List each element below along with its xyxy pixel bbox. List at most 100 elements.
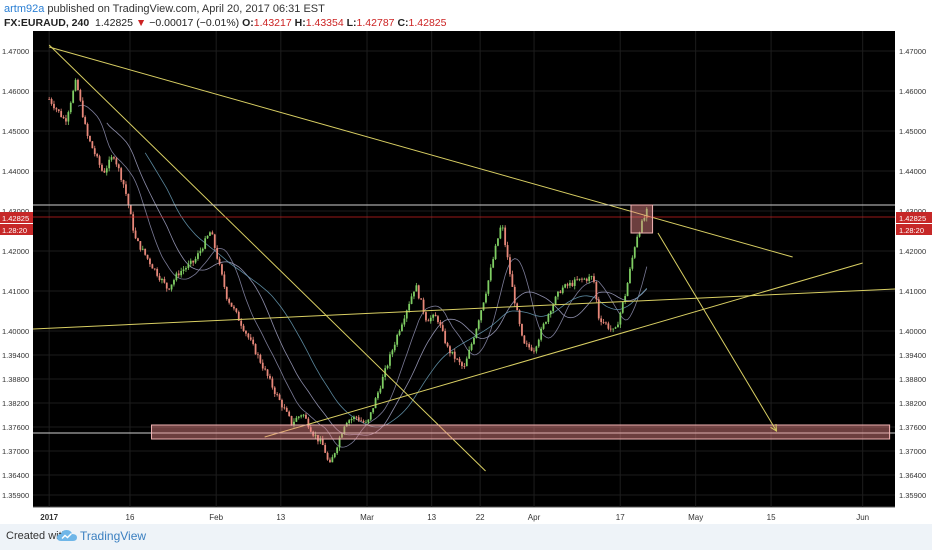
candle-body bbox=[463, 366, 466, 367]
candle-body bbox=[307, 418, 310, 428]
candle-body bbox=[602, 322, 605, 323]
down-arrow-icon: ▼ bbox=[135, 17, 147, 29]
price-tick-right: 1.47000 bbox=[899, 47, 926, 56]
candle-body bbox=[573, 279, 576, 286]
candle-body bbox=[86, 123, 89, 136]
candle-body bbox=[549, 311, 552, 315]
candle-body bbox=[504, 227, 507, 246]
candle-body bbox=[401, 324, 403, 332]
price-tick-right: 1.36400 bbox=[899, 471, 926, 480]
price-tick-right: 1.45000 bbox=[899, 127, 926, 136]
time-tick-label: 22 bbox=[476, 513, 485, 522]
candle-body bbox=[597, 299, 600, 319]
candle-body bbox=[192, 260, 195, 263]
candle-body bbox=[530, 347, 533, 351]
candle-body bbox=[230, 302, 233, 307]
forecast-arrow-line bbox=[657, 232, 777, 432]
candle-body bbox=[199, 250, 202, 254]
candle-body bbox=[314, 435, 317, 436]
candle-body bbox=[470, 343, 473, 350]
candle-body bbox=[120, 168, 123, 180]
candle-body bbox=[437, 316, 439, 323]
candle-body bbox=[240, 320, 243, 326]
candle-body bbox=[432, 314, 435, 318]
candle-body bbox=[571, 282, 574, 286]
candle-body bbox=[331, 457, 334, 463]
candle-body bbox=[132, 214, 135, 231]
drawing-tools[interactable] bbox=[32, 44, 896, 472]
candle-body bbox=[117, 164, 120, 169]
candle-body bbox=[633, 247, 636, 258]
candle-body bbox=[161, 278, 163, 281]
candle-body bbox=[513, 286, 516, 304]
price-tick-left: 1.45000 bbox=[2, 127, 29, 136]
candle-body bbox=[185, 267, 187, 270]
candle-body bbox=[245, 330, 247, 334]
price-tick-right: 1.37000 bbox=[899, 447, 926, 456]
candle-body bbox=[271, 378, 274, 388]
candle-body bbox=[149, 258, 151, 265]
candle-body bbox=[600, 318, 603, 323]
candle-body bbox=[434, 314, 437, 317]
published-text: published on TradingView.com, April 20, … bbox=[47, 3, 325, 15]
candle-body bbox=[525, 343, 528, 345]
candle-body bbox=[247, 333, 250, 338]
candle-body bbox=[451, 351, 454, 354]
plot-background bbox=[33, 31, 895, 507]
candle-body bbox=[487, 280, 490, 294]
candle-body bbox=[357, 417, 360, 421]
candle-body bbox=[391, 350, 394, 355]
price-tick-right: 1.46000 bbox=[899, 87, 926, 96]
author-name[interactable]: artm92a bbox=[4, 3, 45, 15]
candle-body bbox=[511, 274, 514, 287]
candle-body bbox=[146, 254, 149, 259]
candle-body bbox=[269, 375, 271, 379]
footer-bar: Created with TradingView bbox=[0, 524, 932, 550]
candle-body bbox=[249, 337, 252, 340]
candle-body bbox=[482, 302, 485, 311]
candle-body bbox=[441, 325, 444, 331]
candle-body bbox=[223, 274, 226, 287]
candle-body bbox=[281, 399, 283, 408]
candle-body bbox=[53, 103, 55, 109]
price-badge-right bbox=[896, 224, 932, 235]
tradingview-cloud-icon bbox=[57, 530, 77, 541]
price-chart[interactable]: 1.47000 1.47000 1.46000 1.46000 1.45000 1.450… bbox=[0, 31, 932, 524]
time-tick-label: 2017 bbox=[40, 513, 58, 522]
price-tick-left: 1.37000 bbox=[2, 447, 29, 456]
close-label: C: bbox=[397, 17, 409, 29]
moving-average-medium bbox=[106, 122, 648, 436]
candle-body bbox=[396, 334, 399, 345]
price-tick-left: 1.38800 bbox=[2, 375, 29, 384]
candle-body bbox=[473, 337, 475, 344]
trendline bbox=[49, 46, 793, 258]
candle-body bbox=[165, 282, 168, 289]
candle-body bbox=[257, 354, 259, 356]
price-badge-right bbox=[896, 212, 932, 223]
candle-body bbox=[389, 354, 391, 366]
candle-body bbox=[77, 79, 79, 91]
candle-body bbox=[206, 235, 209, 239]
candle-body bbox=[353, 416, 355, 419]
candle-body bbox=[113, 157, 115, 159]
candle-body bbox=[612, 328, 615, 330]
candle-body bbox=[480, 310, 483, 321]
low-value: 1.42787 bbox=[356, 17, 395, 29]
candle-body bbox=[557, 291, 559, 297]
candle-body bbox=[103, 170, 106, 173]
low-label: L: bbox=[346, 17, 357, 29]
time-tick-label: 13 bbox=[276, 513, 285, 522]
candle-body bbox=[542, 323, 545, 329]
candle-body bbox=[144, 248, 147, 255]
candle-body bbox=[379, 388, 382, 393]
symbol-ohlc-line: FX:EURAUD, 240 1.42825 ▼ −0.00017 (−0.01… bbox=[4, 17, 447, 29]
candle-body bbox=[348, 420, 351, 424]
candle-body bbox=[518, 310, 521, 324]
tradingview-brand[interactable]: TradingView bbox=[80, 529, 147, 543]
candle-body bbox=[84, 117, 87, 124]
candle-body bbox=[134, 230, 137, 239]
price-tick-left: 1.46000 bbox=[2, 87, 29, 96]
candle-body bbox=[293, 421, 295, 425]
candle-body bbox=[415, 285, 418, 292]
candle-body bbox=[506, 245, 509, 258]
